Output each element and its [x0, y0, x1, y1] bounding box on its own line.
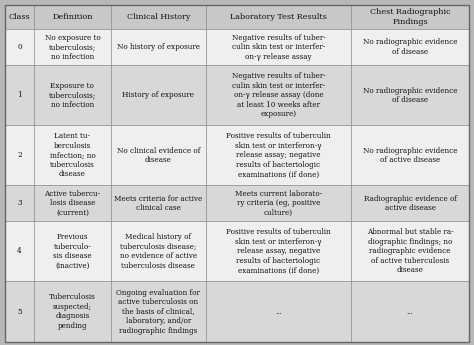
- Bar: [111, 221, 206, 282]
- Bar: [111, 125, 206, 185]
- Bar: [111, 282, 206, 342]
- Bar: [111, 5, 206, 29]
- Bar: [5, 125, 34, 185]
- Bar: [34, 125, 111, 185]
- Text: No history of exposure: No history of exposure: [117, 43, 200, 51]
- Bar: [351, 185, 469, 221]
- Bar: [5, 221, 34, 282]
- Text: Exposure to
tuberculosis;
no infection: Exposure to tuberculosis; no infection: [49, 82, 96, 109]
- Bar: [351, 125, 469, 185]
- Text: No radiographic evidence
of disease: No radiographic evidence of disease: [363, 39, 457, 56]
- Text: Negative results of tuber-
culin skin test or interfer-
on-γ release assay (done: Negative results of tuber- culin skin te…: [231, 72, 325, 118]
- Bar: [111, 185, 206, 221]
- Text: ...: ...: [407, 307, 413, 316]
- Bar: [5, 65, 34, 125]
- Text: Chest Radiographic
Findings: Chest Radiographic Findings: [370, 8, 450, 26]
- Bar: [206, 185, 351, 221]
- Bar: [351, 65, 469, 125]
- Text: Latent tu-
berculosis
infection; no
tuberculosis
disease: Latent tu- berculosis infection; no tube…: [49, 132, 95, 178]
- Bar: [206, 5, 351, 29]
- Bar: [5, 282, 34, 342]
- Text: No radiographic evidence
of active disease: No radiographic evidence of active disea…: [363, 147, 457, 164]
- Bar: [206, 221, 351, 282]
- Text: Positive results of tuberculin
skin test or interferon-γ
release assay, negative: Positive results of tuberculin skin test…: [226, 228, 331, 275]
- Bar: [34, 221, 111, 282]
- Text: Previous
tuberculo-
sis disease
(inactive): Previous tuberculo- sis disease (inactiv…: [53, 233, 91, 270]
- Text: No radiographic evidence
of disease: No radiographic evidence of disease: [363, 87, 457, 104]
- Bar: [206, 65, 351, 125]
- Text: 4: 4: [17, 247, 22, 255]
- Text: Definition: Definition: [52, 13, 92, 21]
- Text: 0: 0: [17, 43, 22, 51]
- Bar: [5, 5, 34, 29]
- Bar: [206, 125, 351, 185]
- Bar: [5, 29, 34, 65]
- Text: Active tubercu-
losis disease
(current): Active tubercu- losis disease (current): [45, 190, 100, 217]
- Text: History of exposure: History of exposure: [122, 91, 194, 99]
- Text: Positive results of tuberculin
skin test or interferon-γ
release assay; negative: Positive results of tuberculin skin test…: [226, 132, 331, 178]
- Bar: [34, 29, 111, 65]
- Text: ...: ...: [275, 307, 282, 316]
- Bar: [34, 282, 111, 342]
- Text: 1: 1: [17, 91, 22, 99]
- Bar: [351, 282, 469, 342]
- Text: No exposure to
tuberculosis;
no infection: No exposure to tuberculosis; no infectio…: [45, 34, 100, 61]
- Text: Meets criteria for active
clinical case: Meets criteria for active clinical case: [114, 195, 202, 212]
- Text: No clinical evidence of
disease: No clinical evidence of disease: [117, 147, 200, 164]
- Bar: [351, 221, 469, 282]
- Bar: [111, 65, 206, 125]
- Bar: [34, 65, 111, 125]
- Text: Abnormal but stable ra-
diographic findings; no
radiographic evidence
of active : Abnormal but stable ra- diographic findi…: [367, 228, 454, 275]
- Bar: [351, 29, 469, 65]
- Bar: [206, 282, 351, 342]
- Text: Laboratory Test Results: Laboratory Test Results: [230, 13, 327, 21]
- Text: Medical history of
tuberculosis disease;
no evidence of active
tuberculosis dise: Medical history of tuberculosis disease;…: [119, 233, 197, 270]
- Text: Negative results of tuber-
culin skin test or interfer-
on-γ release assay: Negative results of tuber- culin skin te…: [231, 34, 325, 61]
- Text: Tuberculosis
suspected;
diagnosis
pending: Tuberculosis suspected; diagnosis pendin…: [49, 293, 96, 330]
- Bar: [351, 5, 469, 29]
- Text: 3: 3: [17, 199, 22, 207]
- Text: Clinical History: Clinical History: [127, 13, 190, 21]
- Text: 5: 5: [17, 307, 22, 316]
- Bar: [5, 185, 34, 221]
- Text: Meets current laborato-
ry criteria (eg, positive
culture): Meets current laborato- ry criteria (eg,…: [235, 190, 322, 217]
- Text: 2: 2: [17, 151, 22, 159]
- Text: Class: Class: [9, 13, 30, 21]
- Bar: [34, 5, 111, 29]
- Bar: [111, 29, 206, 65]
- Bar: [206, 29, 351, 65]
- Text: Ongoing evaluation for
active tuberculosis on
the basis of clinical,
laboratory,: Ongoing evaluation for active tuberculos…: [116, 288, 200, 335]
- Bar: [34, 185, 111, 221]
- Text: Radiographic evidence of
active disease: Radiographic evidence of active disease: [364, 195, 456, 212]
